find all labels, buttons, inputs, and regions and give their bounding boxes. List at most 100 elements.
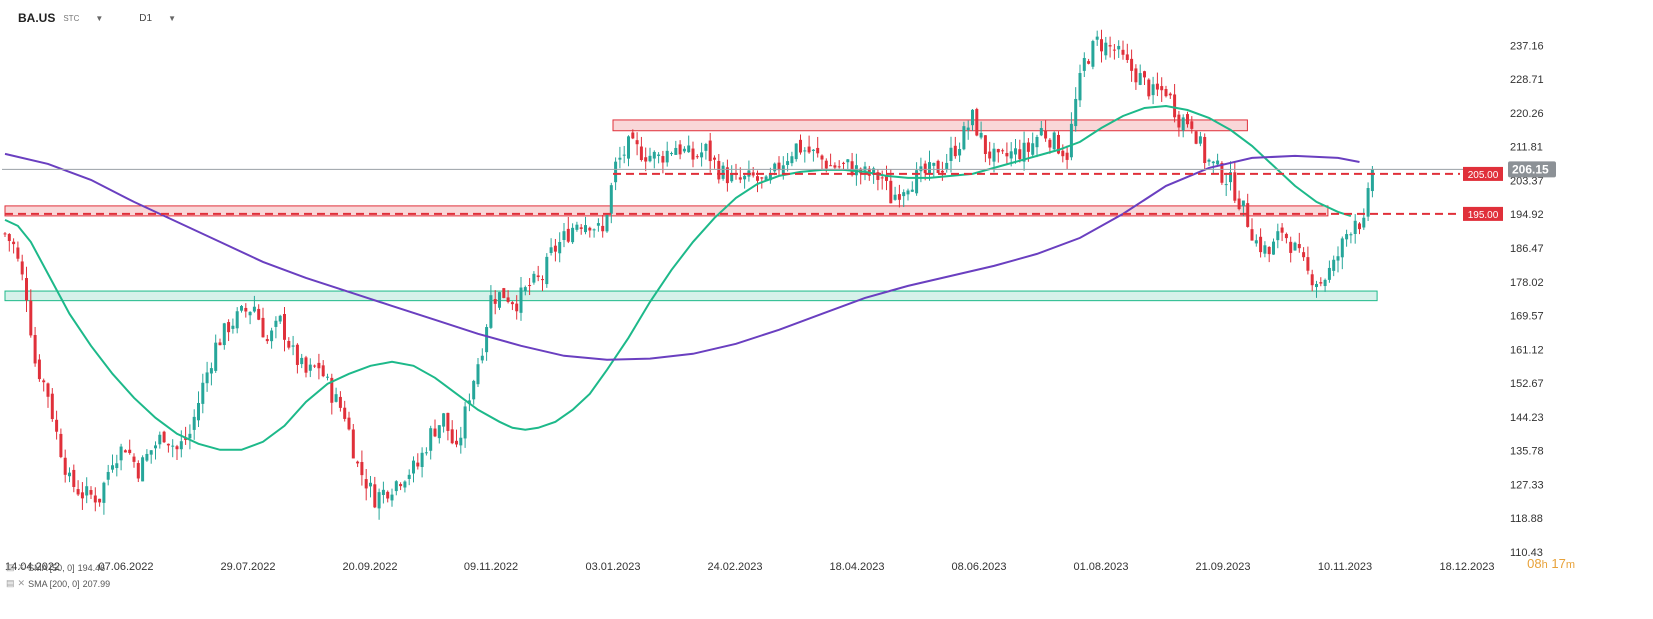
candle[interactable] [175, 446, 179, 450]
candle[interactable] [691, 148, 695, 160]
candle[interactable] [1315, 283, 1318, 288]
candle[interactable] [158, 434, 162, 445]
candle[interactable] [579, 227, 583, 229]
candle[interactable] [777, 162, 781, 171]
candle[interactable] [29, 300, 33, 336]
candle[interactable] [1336, 256, 1340, 261]
candle[interactable] [605, 214, 609, 232]
candle[interactable] [575, 224, 579, 230]
candle[interactable] [1005, 152, 1009, 157]
candle[interactable] [532, 273, 536, 283]
candle[interactable] [721, 165, 725, 179]
candle[interactable] [334, 394, 338, 402]
candle[interactable] [381, 489, 385, 495]
candle[interactable] [420, 452, 424, 468]
candle[interactable] [1220, 162, 1224, 183]
candle[interactable] [1237, 198, 1241, 210]
candle[interactable] [1297, 244, 1301, 249]
legend-sma200[interactable]: ▤ ✕ SMA [200, 0] 207.99 [6, 578, 110, 589]
candle[interactable] [794, 143, 798, 160]
candle[interactable] [16, 247, 20, 259]
candle[interactable] [1207, 159, 1211, 162]
candle[interactable] [1069, 123, 1073, 158]
candle[interactable] [803, 150, 807, 152]
candle[interactable] [338, 396, 342, 408]
candle[interactable] [764, 176, 768, 182]
candle[interactable] [768, 173, 772, 181]
candle[interactable] [725, 167, 729, 184]
candle[interactable] [205, 372, 209, 384]
candle[interactable] [98, 498, 102, 503]
candle[interactable] [510, 302, 514, 305]
candle[interactable] [889, 180, 893, 204]
candle[interactable] [506, 297, 510, 302]
candle[interactable] [55, 419, 59, 432]
candle[interactable] [983, 135, 987, 155]
candle[interactable] [472, 380, 476, 400]
candle[interactable] [1310, 274, 1314, 286]
candle[interactable] [940, 170, 944, 173]
candle[interactable] [553, 245, 557, 252]
candle[interactable] [837, 166, 841, 168]
candle[interactable] [149, 450, 153, 455]
candle[interactable] [1345, 234, 1349, 240]
candle[interactable] [1031, 143, 1035, 155]
candle[interactable] [1143, 71, 1146, 78]
candle[interactable] [1018, 149, 1022, 160]
candle[interactable] [1057, 134, 1060, 154]
candle[interactable] [1259, 236, 1263, 253]
candle[interactable] [1147, 79, 1151, 97]
candle[interactable] [893, 194, 897, 200]
candle[interactable] [485, 327, 489, 353]
candle[interactable] [1014, 148, 1017, 155]
candle[interactable] [1001, 150, 1005, 152]
candle[interactable] [1241, 200, 1245, 207]
candle[interactable] [416, 462, 420, 467]
candle[interactable] [450, 429, 454, 444]
candle[interactable] [80, 492, 84, 499]
candle[interactable] [12, 241, 16, 245]
candle[interactable] [89, 490, 93, 495]
candle[interactable] [111, 465, 114, 470]
candle[interactable] [897, 194, 901, 200]
candle[interactable] [343, 407, 347, 419]
candle[interactable] [1263, 245, 1267, 254]
candle[interactable] [360, 462, 364, 476]
candle[interactable] [493, 299, 497, 304]
candle[interactable] [377, 492, 381, 509]
candle[interactable] [1164, 89, 1168, 97]
candle[interactable] [300, 357, 304, 365]
candle[interactable] [106, 471, 110, 480]
candle[interactable] [145, 453, 149, 461]
timeframe-label[interactable]: D1 [139, 12, 153, 24]
candle[interactable] [278, 315, 282, 322]
candle[interactable] [154, 445, 157, 449]
candle[interactable] [1130, 58, 1134, 71]
candle[interactable] [919, 166, 923, 172]
candle[interactable] [631, 132, 635, 139]
candle[interactable] [1362, 217, 1366, 228]
candle[interactable] [1044, 130, 1048, 139]
candle[interactable] [687, 145, 691, 153]
candle[interactable] [1280, 227, 1284, 233]
candle[interactable] [1061, 150, 1065, 157]
candle[interactable] [1276, 231, 1280, 241]
candle[interactable] [1302, 252, 1306, 258]
candle[interactable] [132, 456, 136, 462]
candle[interactable] [906, 190, 910, 195]
candle[interactable] [136, 463, 140, 479]
candle[interactable] [786, 161, 790, 165]
candle[interactable] [201, 382, 205, 404]
candle[interactable] [528, 285, 532, 287]
candle[interactable] [1319, 282, 1323, 284]
candle[interactable] [850, 161, 854, 176]
candle[interactable] [209, 368, 213, 374]
candle[interactable] [760, 177, 764, 179]
candle[interactable] [390, 494, 394, 501]
candle[interactable] [1087, 61, 1091, 64]
candle[interactable] [622, 154, 626, 156]
candle[interactable] [704, 144, 708, 151]
candle[interactable] [670, 153, 673, 155]
candle[interactable] [971, 109, 974, 126]
candle[interactable] [1246, 203, 1250, 227]
